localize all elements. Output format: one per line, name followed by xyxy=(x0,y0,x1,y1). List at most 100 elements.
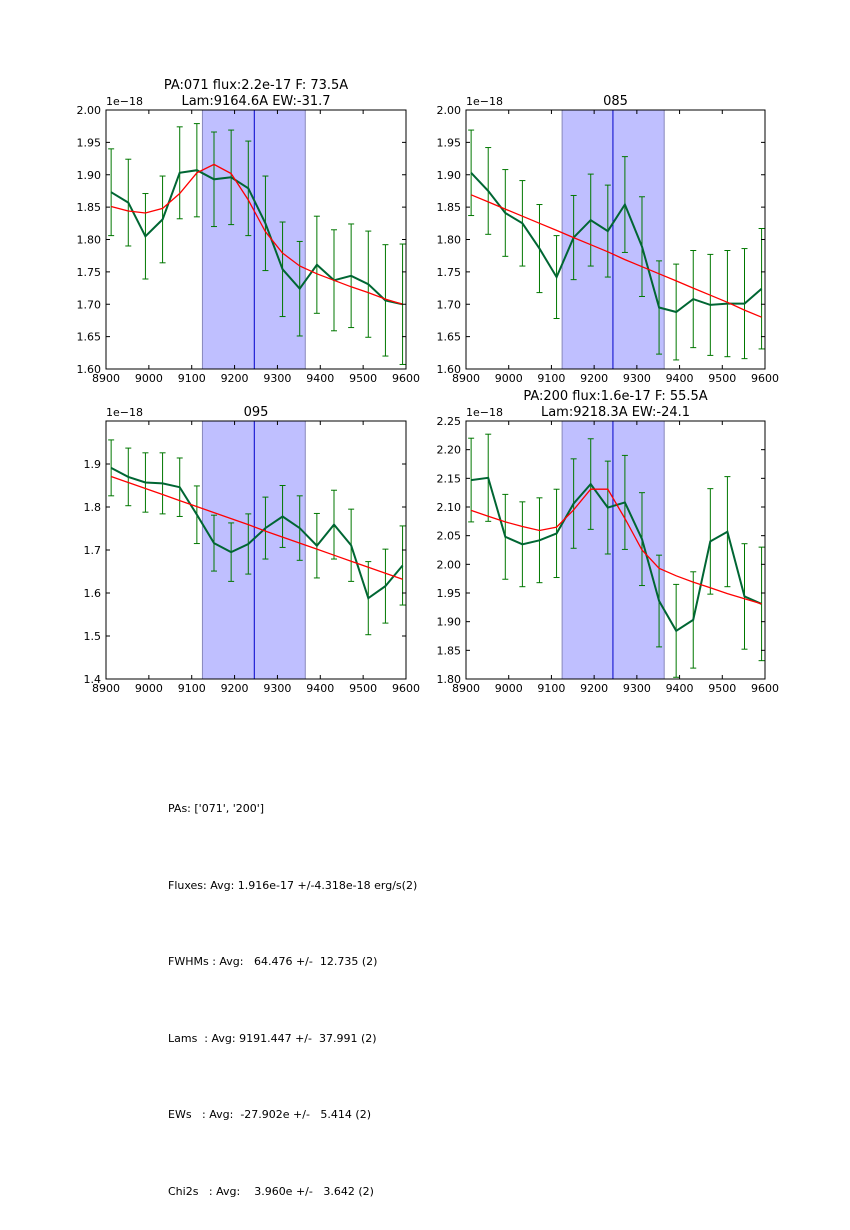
y-tick-label: 1.80 xyxy=(77,234,102,247)
stats-chi2s: Chi2s : Avg: 3.960e +/- 3.642 (2) xyxy=(168,1184,374,1198)
data-series-line xyxy=(110,467,404,600)
y-tick-label: 1.80 xyxy=(437,234,462,247)
plot-area xyxy=(108,110,406,369)
y-tick-label: 1.75 xyxy=(437,266,462,279)
y-tick-label: 1.60 xyxy=(77,363,102,376)
x-tick-label: 9500 xyxy=(708,372,736,385)
x-tick-label: 8900 xyxy=(452,682,480,695)
plot-panel-bottom-right: 8900 9000 9100 9200 9300 9400 9500 9600 1.80 1.85… xyxy=(437,389,780,695)
y-tick-label: 2.00 xyxy=(437,558,462,571)
y-tick-label: 1.65 xyxy=(77,331,102,344)
stats-pas: PAs: ['071', '200'] xyxy=(168,802,265,815)
y-tick-label: 1.5 xyxy=(84,630,102,643)
y-tick-label: 2.00 xyxy=(77,104,102,117)
x-tick-label: 9000 xyxy=(135,682,163,695)
x-tick-label: 9600 xyxy=(392,682,420,695)
x-tick-label: 9300 xyxy=(623,372,651,385)
figure: 8900 9000 9100 9200 9300 9400 9500 9600 1.60 1.65… xyxy=(77,78,780,695)
x-tick-label: 8900 xyxy=(92,372,120,385)
plot-area xyxy=(468,110,765,369)
x-tick-label: 9600 xyxy=(392,372,420,385)
stats-fluxes: Fluxes: Avg: 1.916e-17 +/-4.318e-18 erg/… xyxy=(168,878,418,892)
y-tick-label: 1.95 xyxy=(437,136,462,149)
plot-title: Lam:9164.6A EW:-31.7 xyxy=(181,94,330,109)
plot-title: PA:071 flux:2.2e-17 F: 73.5A xyxy=(164,78,348,93)
x-tick-label: 9300 xyxy=(263,682,291,695)
x-tick-label: 9000 xyxy=(495,682,523,695)
x-tick-label: 9400 xyxy=(306,372,334,385)
y-tick-label: 1.80 xyxy=(437,673,462,686)
y-tick-label: 1.8 xyxy=(84,501,102,514)
x-tick-label: 9300 xyxy=(263,372,291,385)
stats-lams: Lams : Avg: 9191.447 +/- 37.991 (2) xyxy=(168,1031,377,1045)
plot-panel-bottom-left: 8900 9000 9100 9200 9300 9400 9500 9600 1.4 1.5 1.… xyxy=(84,405,421,695)
plot-title: PA:200 flux:1.6e-17 F: 55.5A xyxy=(523,389,707,404)
x-tick-label: 9000 xyxy=(135,372,163,385)
y-tick-label: 1.85 xyxy=(437,201,462,214)
x-tick-label: 9500 xyxy=(708,682,736,695)
model-series-line xyxy=(110,163,403,305)
data-series-line xyxy=(470,172,763,314)
x-tick-label: 9300 xyxy=(623,682,651,695)
data-series-line xyxy=(110,169,403,306)
plot-area xyxy=(108,421,406,679)
summary-statistics: PAs: ['071', '200'] Fluxes: Avg: 1.916e-… xyxy=(168,745,417,1230)
y-tick-label: 1.90 xyxy=(77,169,102,182)
y-tick-label: 1.4 xyxy=(84,673,102,686)
x-tick-label: 9200 xyxy=(221,372,249,385)
x-tick-label: 9000 xyxy=(495,372,523,385)
y-offset-label: 1e−18 xyxy=(466,95,503,108)
x-tick-label: 9500 xyxy=(349,372,377,385)
y-tick-label: 1.7 xyxy=(84,544,102,557)
y-tick-label: 1.95 xyxy=(437,587,462,600)
y-tick-label: 1.85 xyxy=(77,201,102,214)
x-tick-label: 9200 xyxy=(580,682,608,695)
x-tick-label: 9600 xyxy=(751,682,779,695)
y-offset-label: 1e−18 xyxy=(466,406,503,419)
x-tick-label: 9200 xyxy=(580,372,608,385)
y-tick-label: 1.75 xyxy=(77,266,102,279)
x-tick-label: 9500 xyxy=(349,682,377,695)
plot-panel-top-right: 8900 9000 9100 9200 9300 9400 9500 9600 1.60 1.65… xyxy=(437,94,780,385)
y-offset-label: 1e−18 xyxy=(106,95,143,108)
y-tick-label: 1.90 xyxy=(437,616,462,629)
x-tick-label: 9400 xyxy=(666,372,694,385)
y-tick-label: 1.95 xyxy=(77,136,102,149)
y-tick-label: 2.10 xyxy=(437,501,462,514)
x-tick-label: 9400 xyxy=(306,682,334,695)
plot-title: 095 xyxy=(244,405,269,420)
y-tick-label: 1.90 xyxy=(437,169,462,182)
y-tick-label: 1.60 xyxy=(437,363,462,376)
x-tick-label: 9100 xyxy=(178,372,206,385)
stats-ews: EWs : Avg: -27.902e +/- 5.414 (2) xyxy=(168,1108,371,1121)
y-tick-label: 1.70 xyxy=(77,298,102,311)
model-series-line xyxy=(470,488,762,605)
y-tick-label: 1.65 xyxy=(437,331,462,344)
x-tick-label: 9600 xyxy=(751,372,779,385)
plot-title: 085 xyxy=(603,94,628,109)
y-offset-label: 1e−18 xyxy=(106,406,143,419)
y-tick-label: 2.15 xyxy=(437,472,462,485)
axes-frame xyxy=(465,420,766,680)
x-tick-label: 9100 xyxy=(178,682,206,695)
x-tick-label: 9100 xyxy=(537,682,565,695)
y-tick-label: 2.25 xyxy=(437,415,462,428)
y-tick-label: 2.05 xyxy=(437,530,462,543)
x-tick-label: 8900 xyxy=(92,682,120,695)
plot-panel-top-left: 8900 9000 9100 9200 9300 9400 9500 9600 1.60 1.65… xyxy=(77,78,421,385)
model-series-line xyxy=(110,475,403,580)
x-tick-label: 8900 xyxy=(452,372,480,385)
x-tick-label: 9400 xyxy=(666,682,694,695)
plot-area xyxy=(468,421,765,679)
y-tick-label: 1.85 xyxy=(437,644,462,657)
plot-title: Lam:9218.3A EW:-24.1 xyxy=(541,405,690,420)
x-tick-label: 9100 xyxy=(537,372,565,385)
y-tick-label: 1.9 xyxy=(84,458,102,471)
y-tick-label: 2.20 xyxy=(437,444,462,457)
y-tick-label: 2.00 xyxy=(437,104,462,117)
x-tick-label: 9200 xyxy=(221,682,249,695)
model-series-line xyxy=(470,194,762,318)
y-tick-label: 1.6 xyxy=(84,587,102,600)
stats-fwhms: FWHMs : Avg: 64.476 +/- 12.735 (2) xyxy=(168,955,378,968)
y-tick-label: 1.70 xyxy=(437,298,462,311)
